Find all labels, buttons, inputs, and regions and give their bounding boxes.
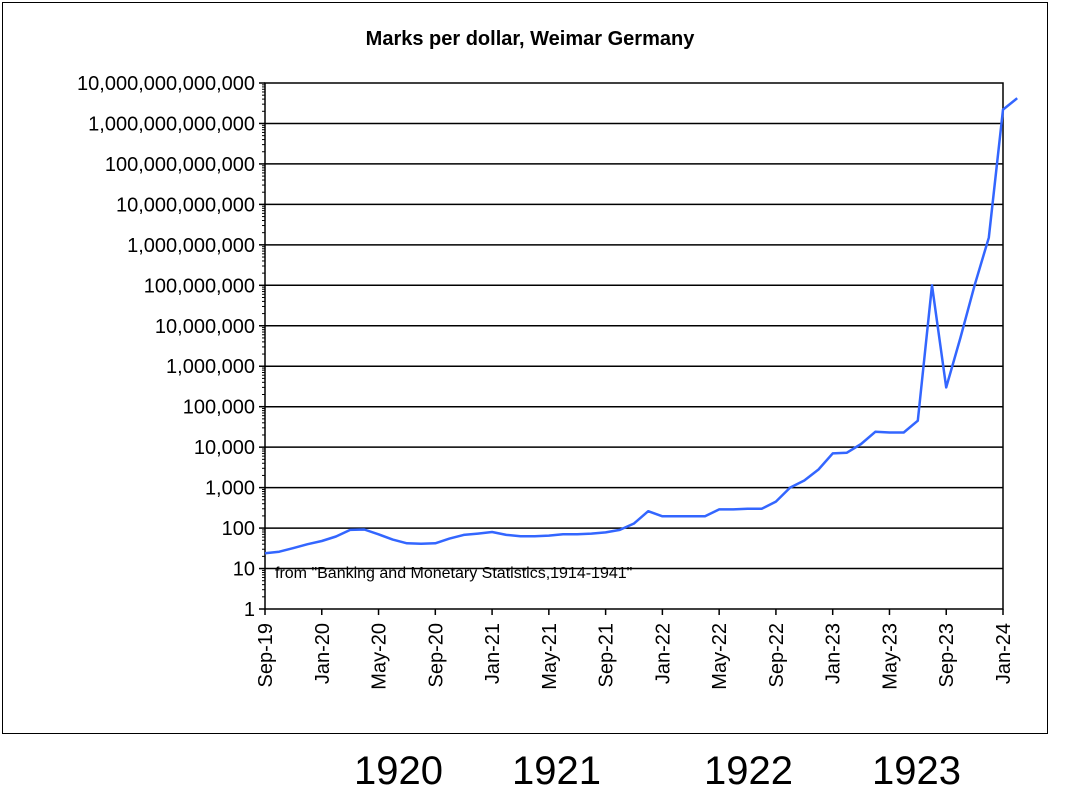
- year-label-1921: 1921: [512, 749, 601, 793]
- plot-border: [264, 82, 1004, 610]
- x-tick-label: Jan-23: [823, 623, 845, 684]
- gridlines: [265, 122, 1003, 570]
- x-tick-label: May-20: [369, 623, 391, 690]
- chart-frame: Marks per dollar, Weimar Germany 1 10 100 1…: [2, 2, 1048, 734]
- x-tick-label: Sep-23: [936, 623, 958, 688]
- y-tick-label: 10: [233, 559, 255, 581]
- x-tick-label: May-22: [709, 623, 731, 690]
- series-layer: [264, 97, 1018, 555]
- series-line: [264, 97, 1018, 555]
- year-label-1923: 1923: [872, 749, 961, 793]
- y-tick-label: 100,000,000,000: [105, 154, 255, 176]
- y-tick-label: 10,000,000: [155, 316, 255, 338]
- source-annotation: from "Banking and Monetary Statistics,19…: [275, 565, 632, 582]
- axes: 1 10 100 1,000 10,000 100,000 1,000,000 10,000,…: [77, 73, 1015, 690]
- x-tick-label: Sep-21: [596, 623, 618, 688]
- x-tick-label: Jan-21: [482, 623, 504, 684]
- x-tick-label: Sep-19: [255, 623, 277, 688]
- y-tick-label: 1,000: [205, 478, 255, 500]
- x-tick-label: Jan-22: [652, 623, 674, 684]
- x-tick-label: Jan-24: [993, 623, 1015, 684]
- y-tick-label: 10,000,000,000: [116, 194, 255, 216]
- x-tick-label: May-21: [539, 623, 561, 690]
- x-tick-label: Jan-20: [312, 623, 334, 684]
- y-tick-label: 1: [244, 599, 255, 621]
- x-tick-label: Sep-22: [766, 623, 788, 688]
- line-chart: Marks per dollar, Weimar Germany 1101001…: [77, 28, 1018, 690]
- chart-title: Marks per dollar, Weimar Germany: [366, 28, 696, 50]
- y-tick-label: 1,000,000,000,000: [88, 113, 255, 135]
- x-tick-label: Sep-20: [425, 623, 447, 688]
- y-tick-label: 10,000: [194, 437, 255, 459]
- y-tick-label: 10,000,000,000,000: [77, 73, 255, 95]
- y-tick-label: 1,000,000,000: [127, 235, 255, 257]
- y-tick-label: 100,000,000: [144, 275, 255, 297]
- y-tick-label: 1,000,000: [166, 356, 255, 378]
- y-tick-label: 100: [222, 518, 255, 540]
- year-label-1922: 1922: [704, 749, 793, 793]
- x-tick-label: May-23: [879, 623, 901, 690]
- year-label-1920: 1920: [354, 749, 443, 793]
- y-tick-label: 100,000: [183, 397, 255, 419]
